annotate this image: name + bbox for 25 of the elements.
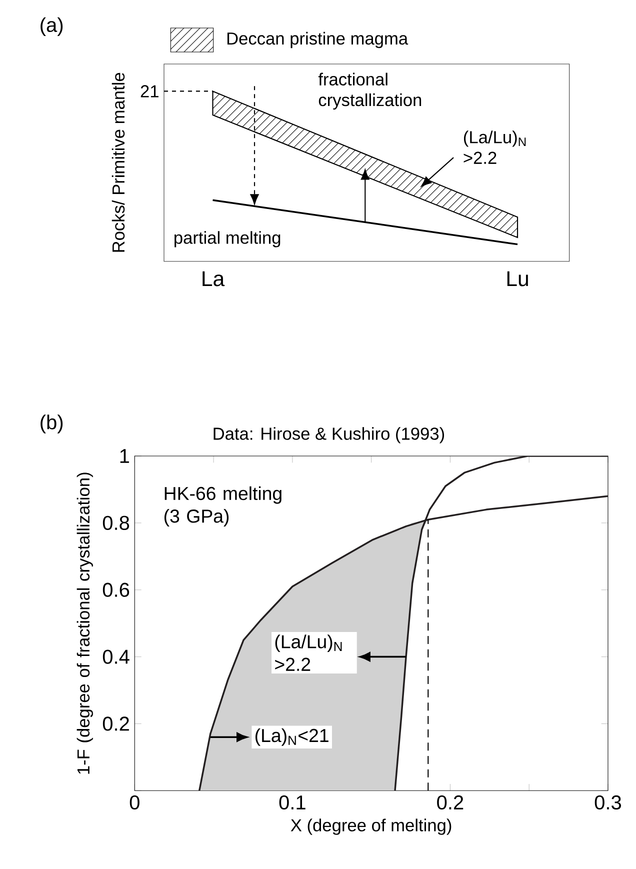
text: fractional crystallization: [318, 72, 422, 110]
y-tick-label: 0.6: [102, 582, 130, 597]
x-tick-label: 0.3: [594, 795, 622, 810]
y-tick-label: 1: [120, 449, 129, 463]
y-axis-title: 1-F (degree of fractional crystallization): [76, 472, 93, 774]
y-tick-label: 0.2: [102, 716, 129, 731]
category-label: La: [202, 271, 225, 286]
text: partial melting: [174, 231, 280, 248]
annotation: HK-66 melting (3 GPa): [164, 486, 282, 526]
text: (b): [40, 414, 63, 434]
annotation: (La)$_{N}$<21: [256, 728, 328, 746]
y-tick-label: 0.8: [102, 516, 130, 530]
category-label: Lu: [507, 271, 528, 286]
x-tick-label: 0: [130, 795, 140, 810]
text: (La/Lu)$_{N}$ >2.2: [275, 634, 342, 671]
chart-title: Data: Hirose & Kushiro (1993): [214, 427, 444, 444]
x-axis-title: X (degree of melting): [290, 818, 452, 835]
text: 21: [140, 85, 158, 98]
x-tick-label: 0.1: [279, 795, 306, 810]
text: Deccan pristine magma: [227, 32, 408, 48]
y-tick-label: 0.4: [102, 650, 130, 664]
text: (La/Lu)$_{N}$ >2.2: [464, 130, 526, 164]
text: (a): [40, 17, 63, 36]
text: Rocks/ Primitive mantle: [112, 72, 125, 252]
x-tick-label: 0.2: [437, 795, 464, 810]
